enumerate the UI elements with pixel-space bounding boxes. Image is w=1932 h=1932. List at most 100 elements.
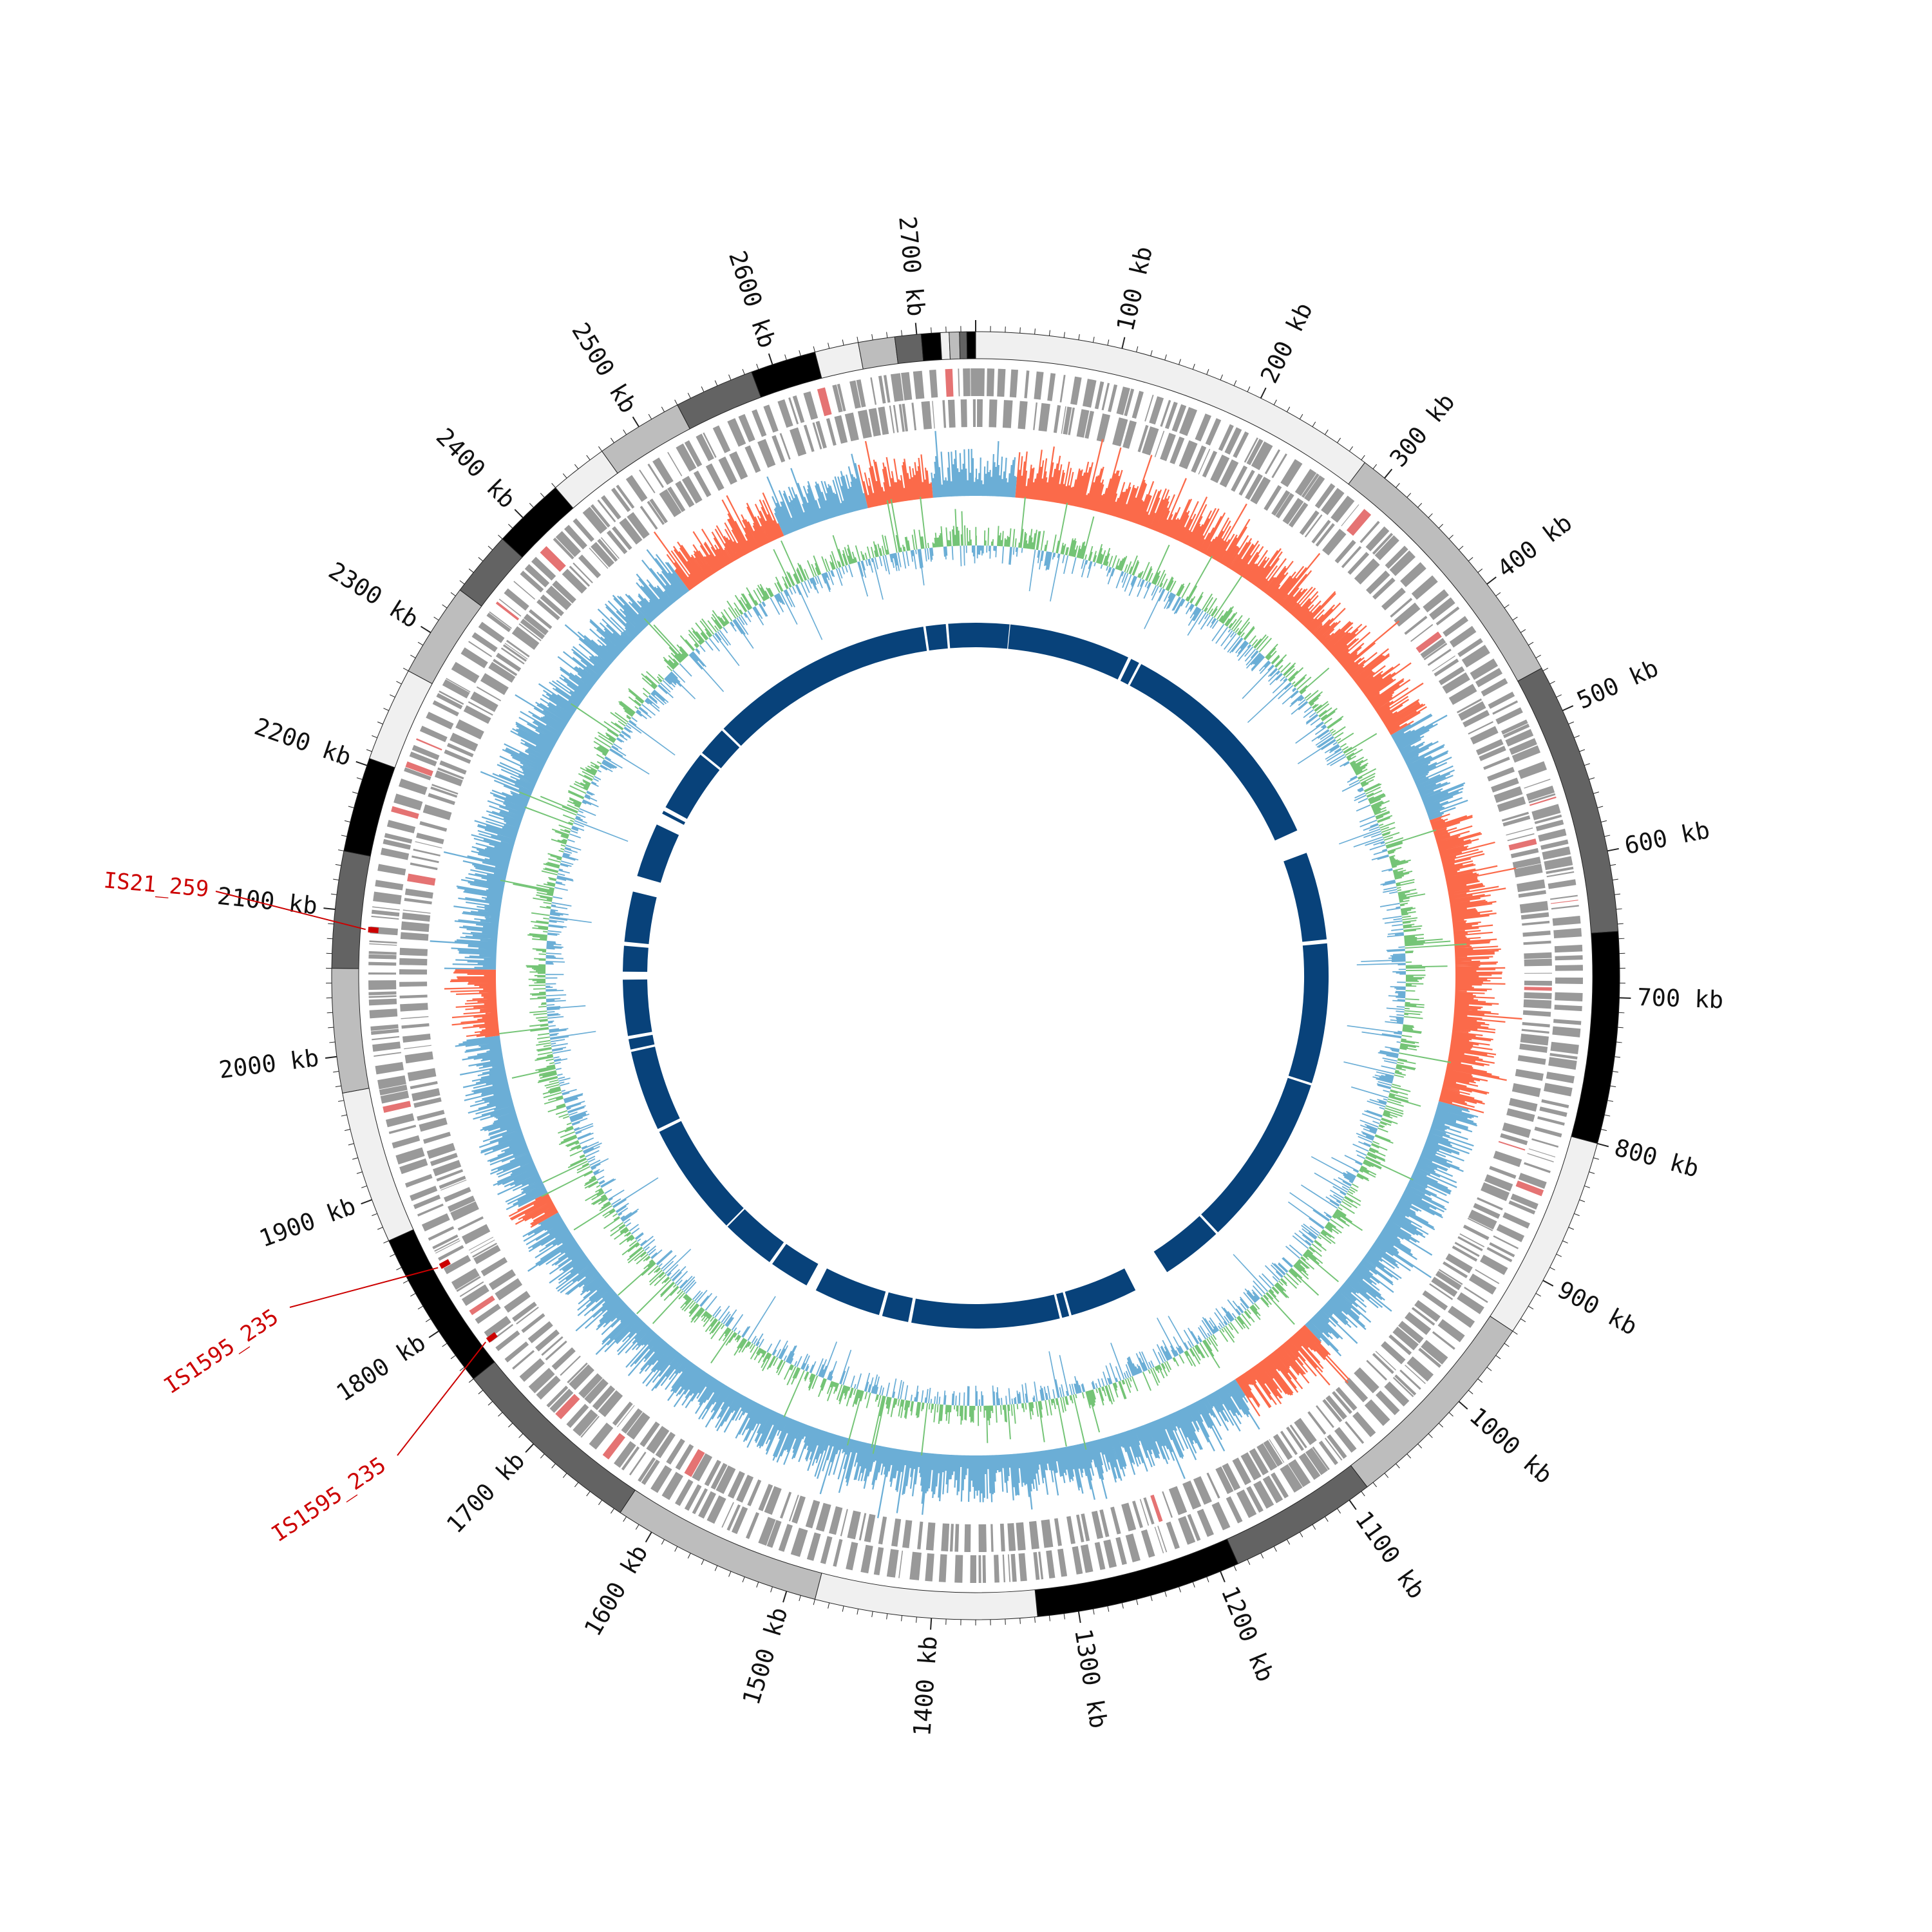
minor-tick	[1584, 763, 1590, 766]
gene-forward	[1495, 707, 1523, 724]
gene-reverse	[729, 451, 748, 480]
gene-forward	[727, 418, 746, 447]
gene-reverse	[639, 506, 658, 530]
gene-reverse	[1307, 1411, 1327, 1435]
gene-reverse	[463, 705, 491, 724]
gene-reverse	[704, 1459, 721, 1486]
contig-band-26	[857, 336, 899, 370]
gene-forward	[692, 1488, 708, 1515]
tick-label: 2000 kb	[218, 1044, 321, 1084]
gene-forward	[564, 524, 587, 550]
minor-tick	[598, 446, 603, 451]
minor-tick	[1528, 1305, 1534, 1310]
gene-reverse	[840, 1509, 848, 1537]
gene-reverse	[1416, 631, 1442, 653]
minor-tick	[551, 483, 556, 488]
gene-forward	[1475, 668, 1503, 688]
tick-label: 1700 kb	[441, 1446, 530, 1539]
gene-forward	[451, 661, 480, 684]
minor-tick	[1299, 413, 1303, 420]
gene-reverse	[1053, 405, 1061, 433]
gene-reverse	[457, 1216, 484, 1231]
gene-track	[368, 368, 1583, 1583]
gene-forward	[1515, 1180, 1544, 1197]
gene-reverse	[1341, 545, 1362, 569]
gene-forward	[377, 1075, 406, 1090]
gene-forward	[409, 751, 437, 766]
tick-label: 200 kb	[1255, 298, 1318, 388]
gene-reverse	[619, 518, 643, 545]
gene-reverse	[639, 1421, 660, 1447]
gene-forward	[536, 1376, 561, 1400]
synteny-block	[1201, 1077, 1311, 1233]
gene-forward	[1411, 575, 1438, 600]
minor-tick	[1019, 327, 1021, 334]
minor-tick	[611, 1508, 614, 1514]
minor-tick	[1604, 835, 1611, 837]
gene-forward	[1488, 691, 1515, 709]
gene-reverse	[878, 406, 889, 435]
gene-forward	[886, 1549, 899, 1578]
gene-reverse	[1168, 1486, 1188, 1515]
gene-reverse	[1498, 1141, 1526, 1151]
minor-tick	[1601, 1128, 1607, 1132]
synteny-block	[1153, 1216, 1217, 1273]
gene-reverse	[1084, 410, 1094, 439]
gene-forward	[601, 495, 621, 520]
gene-reverse	[1519, 900, 1549, 914]
gene-reverse	[1457, 1236, 1483, 1251]
gene-reverse	[826, 418, 837, 446]
gene-reverse	[659, 489, 682, 517]
gene-forward	[383, 1101, 412, 1113]
synteny-block	[1288, 943, 1329, 1083]
gene-forward	[1457, 1292, 1484, 1314]
gene-forward	[1486, 1247, 1513, 1263]
gene-forward	[778, 1524, 793, 1552]
contig-band-32	[966, 331, 976, 359]
gene-forward	[1246, 1486, 1264, 1513]
gene-reverse	[1445, 1253, 1473, 1274]
gene-forward	[1195, 413, 1212, 442]
gene-forward	[374, 1052, 402, 1057]
tick-label: 2100 kb	[216, 882, 319, 920]
gene-forward	[486, 612, 511, 632]
gene-reverse	[430, 1153, 458, 1166]
gene-reverse	[1524, 992, 1552, 999]
gene-reverse	[444, 1187, 471, 1202]
gene-reverse	[1501, 811, 1530, 822]
is-leader-line	[397, 1341, 486, 1456]
gene-forward	[1399, 1369, 1421, 1390]
gene-forward	[410, 1186, 438, 1201]
gene-reverse	[1392, 1326, 1419, 1350]
synteny-block	[1008, 624, 1128, 680]
minor-tick	[1610, 1085, 1616, 1088]
minor-tick	[1299, 1531, 1303, 1538]
gene-reverse	[1162, 1491, 1173, 1518]
gene-forward	[954, 1555, 963, 1583]
minor-tick	[1495, 1355, 1501, 1359]
gene-reverse	[1250, 477, 1271, 505]
gene-reverse	[1507, 833, 1535, 842]
major-tick	[914, 323, 918, 335]
gene-reverse	[1513, 864, 1543, 878]
gene-reverse	[1429, 1283, 1454, 1300]
synteny-block	[948, 623, 976, 649]
gene-forward	[1502, 723, 1530, 739]
gene-forward	[963, 368, 971, 397]
minor-tick	[1542, 668, 1549, 672]
gene-reverse	[626, 1412, 650, 1440]
gene-forward	[1059, 374, 1066, 402]
tick-ring: 100 kb 200 kb 300 kb 400 kb 500 kb 600 kb 700 …	[216, 215, 1723, 1738]
contig-band-4	[1571, 931, 1620, 1144]
gene-forward	[873, 1547, 884, 1576]
gene-forward	[1211, 1502, 1231, 1531]
gene-forward	[1301, 473, 1320, 498]
minor-tick	[1048, 330, 1050, 336]
gene-forward	[1531, 1138, 1559, 1148]
gene-reverse	[1007, 1522, 1016, 1551]
minor-tick	[377, 1227, 383, 1230]
minor-tick	[661, 406, 665, 412]
gene-reverse	[1366, 1359, 1387, 1381]
gene-forward	[647, 463, 665, 488]
synteny-block	[772, 1244, 819, 1285]
